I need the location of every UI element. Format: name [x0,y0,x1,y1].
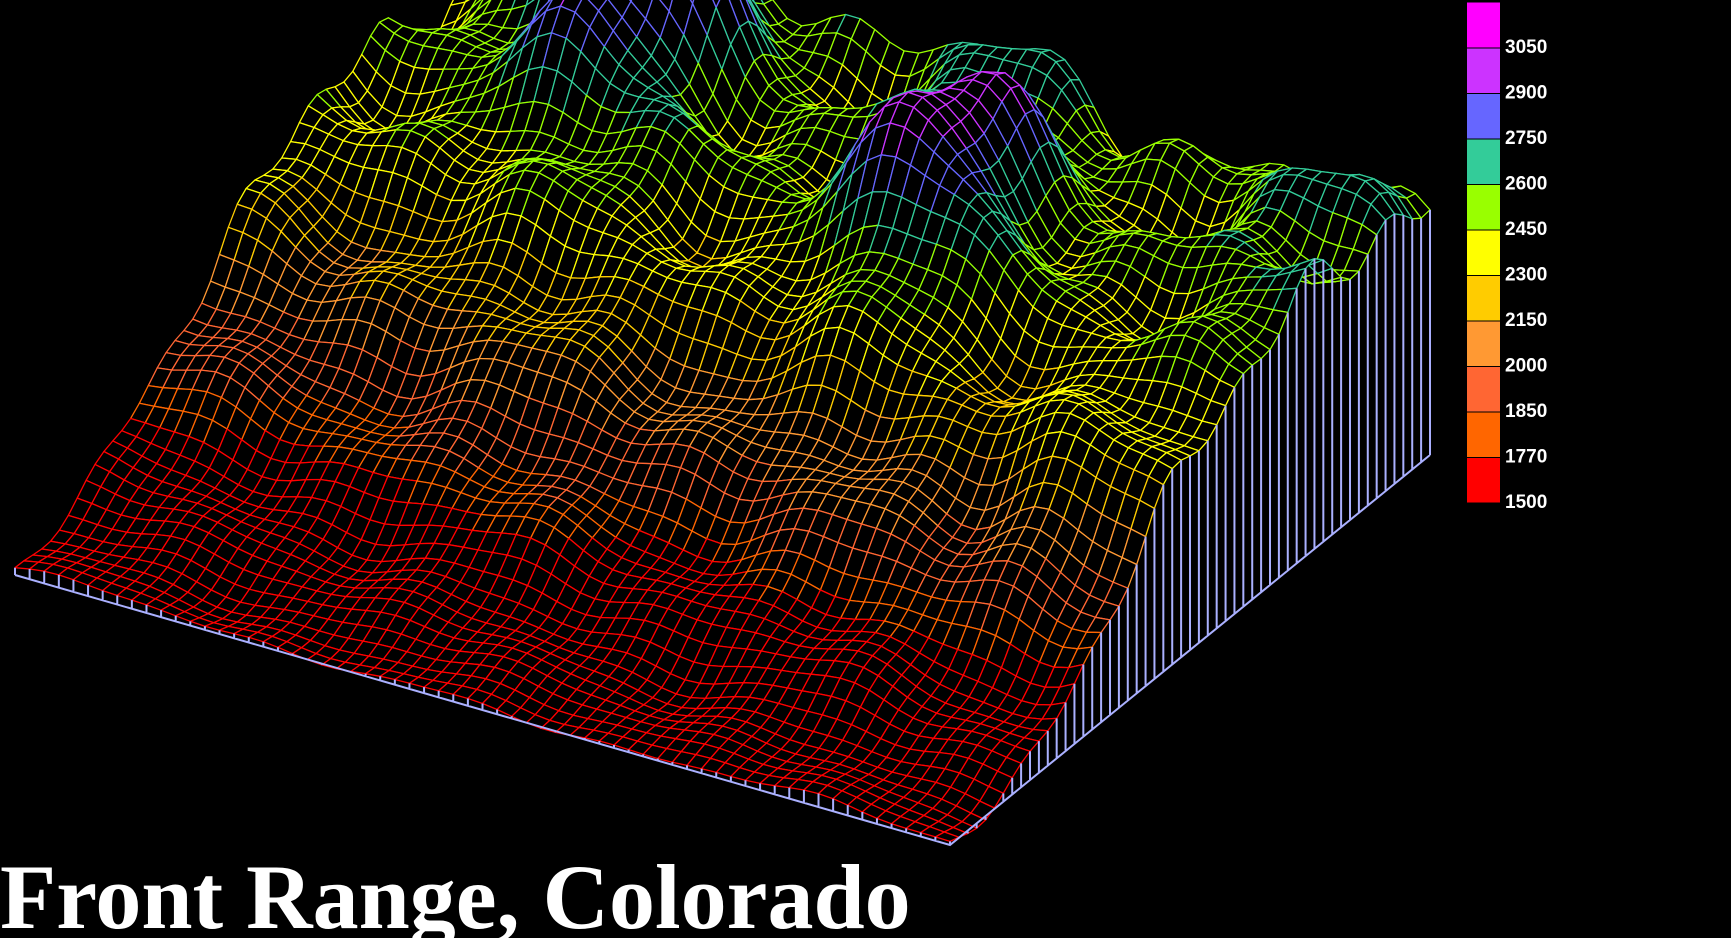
colorbar-swatch [1467,3,1500,49]
colorbar-label: 2150 [1505,310,1547,331]
colorbar-swatch [1467,230,1500,276]
colorbar-label: 1770 [1505,447,1547,468]
colorbar-label: 2600 [1505,174,1547,195]
colorbar-swatch [1467,185,1500,231]
colorbar-label: 2000 [1505,356,1547,377]
colorbar-label: 2750 [1505,128,1547,149]
colorbar-swatch [1467,458,1500,504]
colorbar-label: 1500 [1505,492,1547,513]
colorbar-swatch [1467,94,1500,140]
colorbar-label: 2300 [1505,265,1547,286]
colorbar-swatch [1467,412,1500,458]
colorbar-swatch [1467,321,1500,367]
colorbar-swatch [1467,367,1500,413]
colorbar-label: 3050 [1505,37,1547,58]
colorbar-swatch [1467,139,1500,185]
colorbar-label: 2450 [1505,219,1547,240]
page: 1500 1770 1850 2000 2150 2300 2450 2600 2750 2900… [0,0,1731,938]
chart: 1500 1770 1850 2000 2150 2300 2450 2600 2750 2900… [0,0,1731,938]
colorbar-label: 1850 [1505,401,1547,422]
colorbar-swatch [1467,48,1500,94]
colorbar-label: 2900 [1505,83,1547,104]
colorbar-swatch [1467,276,1500,322]
chart-title: Front Range, Colorado [0,846,911,938]
